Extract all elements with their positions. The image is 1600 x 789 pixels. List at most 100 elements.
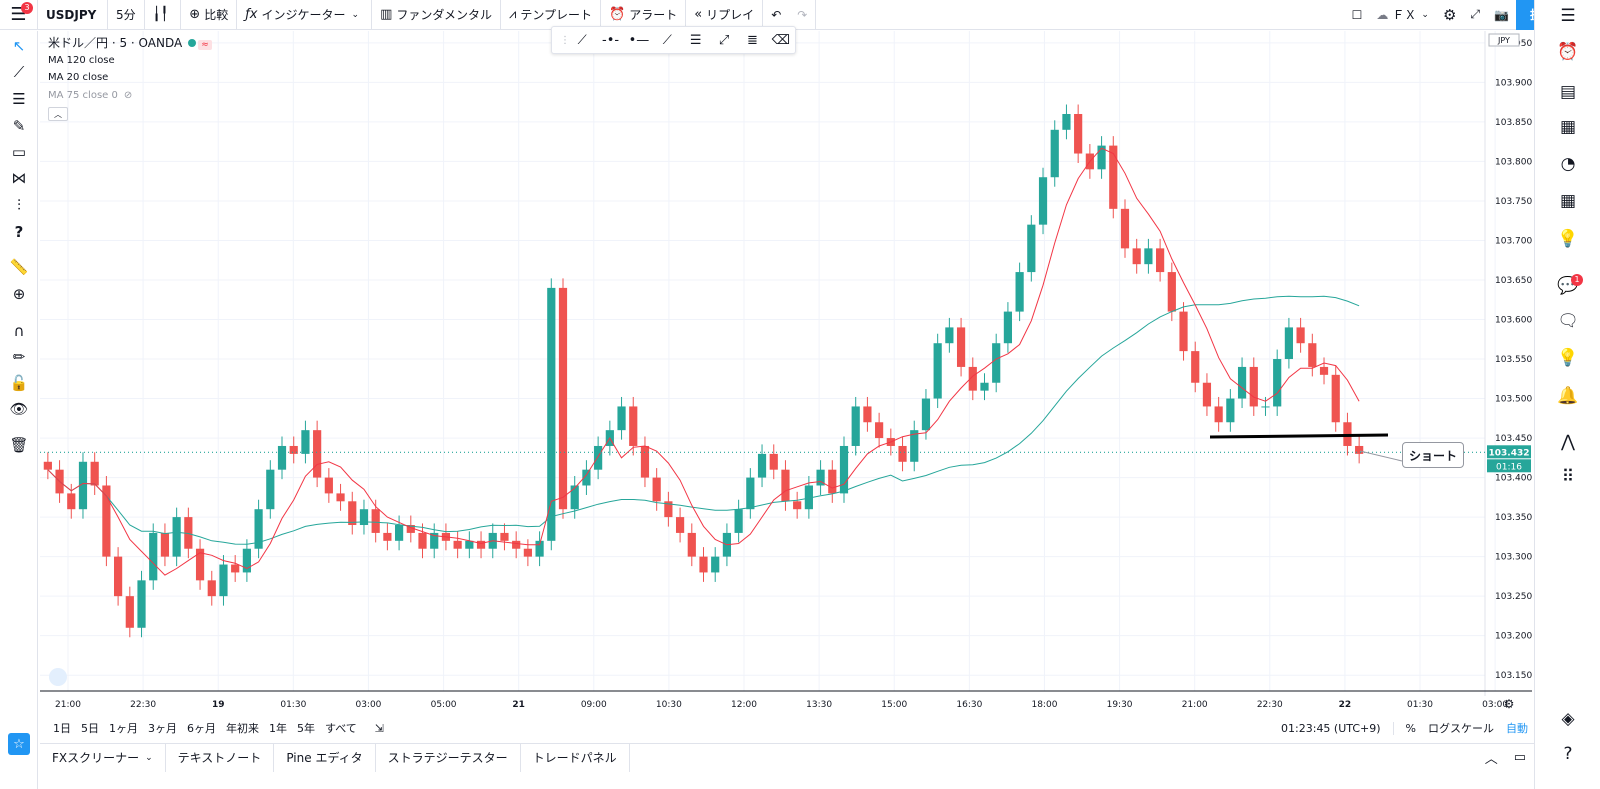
brush-tool[interactable]: ✎ <box>0 113 38 139</box>
streams-button[interactable]: 💡 <box>1535 344 1600 372</box>
message-icon: 🗨 <box>1557 311 1579 331</box>
goto-date-button[interactable]: ⇲ <box>370 722 389 735</box>
pattern-tool[interactable]: ⋈ <box>0 165 38 191</box>
favorites-button[interactable]: ☆ <box>8 733 30 755</box>
log-scale-button[interactable]: ログスケール <box>1428 722 1494 735</box>
eye-off-icon[interactable]: ⊘ <box>123 90 133 101</box>
watchlist-button[interactable]: ☰ <box>1535 2 1600 30</box>
x-tick-label: 22 <box>1339 700 1352 710</box>
fav-extended-line[interactable]: ⟋ <box>653 27 681 53</box>
ma120-line <box>47 295 1360 545</box>
auto-scale-button[interactable]: 自動 <box>1506 722 1528 735</box>
legend-collapse-button[interactable]: ︿ <box>48 107 68 121</box>
cursor-tool[interactable]: ↖ <box>0 33 38 59</box>
range-5[interactable]: 年初来 <box>226 722 259 735</box>
main-menu-button[interactable]: ☰ 3 <box>0 0 38 30</box>
compare-button[interactable]: ⊕ 比較 <box>181 0 238 30</box>
template-button[interactable]: ⩘ テンプレート <box>501 0 601 30</box>
chats-button[interactable]: 💬 1 <box>1535 272 1600 300</box>
ideas-button[interactable]: 💡 <box>1535 225 1600 253</box>
fullscreen-button[interactable]: ⤢ <box>1463 0 1487 30</box>
fundamentals-button[interactable]: ▥ ファンダメンタル <box>372 0 502 30</box>
hotlists-button[interactable]: ◔ <box>1535 150 1600 178</box>
range-6[interactable]: 1年 <box>269 722 287 735</box>
settings-button[interactable]: ⚙ <box>1436 0 1463 30</box>
indicators-button[interactable]: ƒx インジケーター ⌄ <box>237 0 373 30</box>
tab-strategy-tester[interactable]: ストラテジーテスター <box>376 743 521 772</box>
lock-draw-tool[interactable]: ✏ <box>0 344 38 370</box>
range-1[interactable]: 5日 <box>81 722 99 735</box>
fav-horizontal-ray[interactable]: -•- <box>596 27 624 53</box>
interval-button[interactable]: 5分 <box>108 0 145 30</box>
price-chart[interactable]: 103.950103.900103.850103.800103.750103.7… <box>40 31 1532 736</box>
fav-ray[interactable]: •— <box>625 27 653 53</box>
fav-fib-retracement[interactable]: ≣ <box>738 27 766 53</box>
help-button[interactable]: ? <box>1535 740 1600 768</box>
candle-body <box>1319 366 1329 375</box>
fullscreen-square-button[interactable]: ☐ <box>1345 0 1370 30</box>
maximize-panel-icon[interactable]: ▭ <box>1513 750 1526 765</box>
text-tool[interactable]: ▭ <box>0 139 38 165</box>
layers-icon: ◈ <box>1561 709 1575 729</box>
tab-trade-panel[interactable]: トレードパネル <box>521 743 630 772</box>
y-tick-label: 103.400 <box>1495 474 1532 484</box>
fib-tool[interactable]: ☰ <box>0 86 38 112</box>
symbol-search-button[interactable]: USDJPY <box>38 0 108 30</box>
fav-parallel-channel[interactable]: ☰ <box>682 27 710 53</box>
candle-body <box>1191 351 1200 383</box>
legend-ma120[interactable]: MA 120 close <box>48 55 115 66</box>
chart-area[interactable]: 103.950103.900103.850103.800103.750103.7… <box>40 31 1532 736</box>
legend-ma20[interactable]: MA 20 close <box>48 72 109 83</box>
range-3[interactable]: 3ヶ月 <box>148 722 177 735</box>
callout-pointer <box>1359 450 1403 462</box>
layers-button[interactable]: ◈ <box>1535 705 1600 733</box>
collapse-panel-icon[interactable]: ︿ <box>1484 752 1498 767</box>
cloud-label: ＦＸ <box>1392 8 1417 22</box>
timezone-clock[interactable]: 01:23:45 (UTC+9) <box>1275 721 1394 735</box>
range-2[interactable]: 1ヶ月 <box>109 722 138 735</box>
undo-button[interactable]: ↶ <box>763 0 789 30</box>
legend-ma75[interactable]: MA 75 close 0 ⊘ <box>48 90 132 101</box>
range-7[interactable]: 5年 <box>297 722 315 735</box>
visibility-tool[interactable]: 👁 <box>0 396 38 422</box>
data-window-button[interactable]: ▤ <box>1535 78 1600 106</box>
alert-button[interactable]: ⏰ アラート <box>601 0 687 30</box>
drag-handle-icon[interactable]: ⋮ <box>560 34 570 46</box>
magnet-tool[interactable]: ∩ <box>0 318 38 344</box>
redo-button[interactable]: ↷ <box>789 0 817 30</box>
dots-button[interactable]: ⠿ <box>1535 463 1600 491</box>
chart-type-button[interactable]: ╽╿ <box>145 0 182 30</box>
prediction-tool[interactable]: ⫶ <box>0 192 38 218</box>
short-callout-label[interactable]: ショート <box>1402 442 1464 468</box>
range-4[interactable]: 6ヶ月 <box>187 722 216 735</box>
tab-text-notes[interactable]: テキストノート <box>166 743 275 772</box>
replay-button[interactable]: «リプレイ <box>686 0 764 30</box>
cloud-layout-button[interactable]: ☁ ＦＸ ⌄ <box>1369 0 1436 30</box>
calendar-button[interactable]: ▦ <box>1535 187 1600 215</box>
delete-tool[interactable]: 🗑 <box>0 432 38 458</box>
signals-button[interactable]: ⋀ <box>1535 428 1600 456</box>
percent-scale-button[interactable]: % <box>1405 721 1416 735</box>
fav-eraser[interactable]: ⌫ <box>767 27 795 53</box>
tab-fx-screener[interactable]: FXスクリーナー ⌄ <box>40 743 166 772</box>
chart-legend-title[interactable]: 米ドル／円 · 5 · OANDA ≈ <box>48 34 212 51</box>
notifications-button[interactable]: 🔔 <box>1535 382 1600 410</box>
fav-pitchfork[interactable]: ⤢ <box>710 27 738 53</box>
news-button[interactable]: ▦ <box>1535 113 1600 141</box>
ruler-tool[interactable]: 📏 <box>0 254 38 280</box>
zoom-tool[interactable]: ⊕ <box>0 281 38 307</box>
alarm-clock-icon: ⏰ <box>1557 42 1579 62</box>
candle-body <box>207 580 216 597</box>
trendline-tool[interactable]: ⟋ <box>0 59 38 85</box>
y-tick-label: 103.150 <box>1495 671 1532 681</box>
snapshot-button[interactable]: 📷 <box>1487 0 1516 30</box>
range-8[interactable]: すべて <box>325 722 357 735</box>
fav-trendline[interactable]: ⟋ <box>568 27 596 53</box>
tab-pine-editor[interactable]: Pine エディタ <box>274 743 376 772</box>
candle-body <box>383 532 392 541</box>
lock-tool[interactable]: 🔓 <box>0 370 38 396</box>
alerts-button[interactable]: ⏰ <box>1535 38 1600 66</box>
messages-button[interactable]: 🗨 <box>1535 307 1600 335</box>
help-tool[interactable]: ? <box>0 219 38 245</box>
range-0[interactable]: 1日 <box>53 722 71 735</box>
